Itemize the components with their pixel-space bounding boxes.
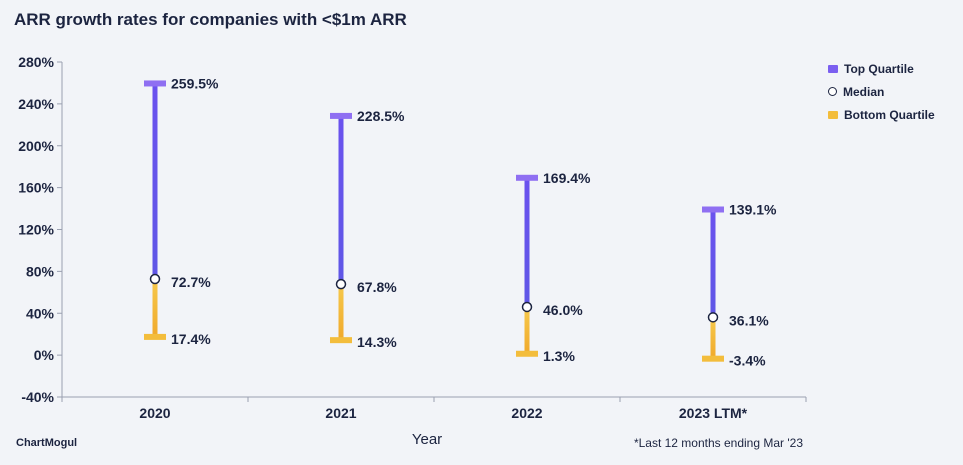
bottom-quartile-cap — [144, 333, 166, 340]
x-tick-label: 2023 LTM* — [679, 405, 748, 421]
top-quartile-cap — [330, 112, 352, 119]
legend-swatch-bottom-quartile — [828, 110, 838, 119]
chart-marks: 259.5% 72.7% 17.4% 228.5% 67.8% 14.3% 169.4% 46… — [144, 75, 777, 369]
y-tick-label: 160% — [18, 180, 54, 196]
median-label: 67.8% — [357, 279, 397, 295]
brand-logo-text: ChartMogul — [16, 437, 78, 449]
bottom-quartile-label: 14.3% — [357, 334, 397, 350]
top-quartile-label: 169.4% — [543, 170, 591, 186]
top-quartile-cap — [144, 80, 166, 87]
bottom-quartile-cap — [702, 355, 724, 362]
y-tick-label: -40% — [21, 389, 54, 405]
median-marker — [521, 301, 533, 313]
median-marker — [149, 273, 161, 285]
bottom-quartile-bar — [524, 306, 530, 354]
x-tick-label: 2021 — [325, 405, 356, 421]
y-tick-label: 200% — [18, 138, 54, 154]
top-quartile-bar — [710, 209, 716, 318]
y-tick-label: 40% — [26, 305, 55, 321]
bottom-quartile-bar — [338, 284, 344, 341]
legend-label: Bottom Quartile — [844, 107, 935, 122]
legend-item-top-quartile: Top Quartile — [828, 57, 935, 80]
median-marker — [335, 278, 347, 290]
top-quartile-label: 228.5% — [357, 108, 405, 124]
footnote: *Last 12 months ending Mar '23 — [633, 436, 803, 450]
median-label: 46.0% — [543, 302, 583, 318]
top-quartile-cap — [516, 174, 538, 181]
y-axis: 280% 240% 200% 160% 120% 80% 40% 0% -40% — [18, 54, 63, 405]
legend-marker-median — [828, 87, 837, 96]
bottom-quartile-bar — [152, 279, 158, 337]
y-tick-label: 280% — [18, 54, 54, 70]
bottom-quartile-label: 1.3% — [543, 348, 575, 364]
top-quartile-bar — [338, 115, 344, 285]
top-quartile-bar — [152, 83, 158, 280]
median-label: 72.7% — [171, 274, 211, 290]
legend-label: Median — [843, 84, 885, 99]
y-tick-label: 240% — [18, 96, 54, 112]
bottom-quartile-cap — [330, 337, 352, 344]
legend-swatch-top-quartile — [828, 64, 838, 73]
chart-title: ARR growth rates for companies with <$1m… — [14, 10, 407, 29]
bottom-quartile-label: -3.4% — [729, 353, 766, 369]
x-tick-label: 2022 — [511, 405, 542, 421]
top-quartile-label: 259.5% — [171, 75, 219, 91]
median-label: 36.1% — [729, 312, 769, 328]
bottom-quartile-bar — [710, 317, 716, 359]
y-tick-label: 120% — [18, 222, 54, 238]
top-quartile-cap — [702, 206, 724, 213]
median-marker — [707, 312, 719, 323]
legend-label: Top Quartile — [844, 61, 914, 76]
x-axis: 2020 2021 2022 2023 LTM* — [61, 396, 807, 421]
y-tick-label: 0% — [34, 347, 55, 363]
y-tick-label: 80% — [26, 263, 55, 279]
bottom-quartile-label: 17.4% — [171, 331, 211, 347]
top-quartile-bar — [524, 177, 530, 307]
legend-item-median: Median — [828, 80, 935, 103]
top-quartile-label: 139.1% — [729, 202, 777, 218]
x-axis-title: Year — [412, 431, 442, 448]
legend-item-bottom-quartile: Bottom Quartile — [828, 103, 935, 126]
chart-legend: Top Quartile Median Bottom Quartile — [828, 57, 935, 126]
x-tick-label: 2020 — [139, 405, 170, 421]
bottom-quartile-cap — [516, 350, 538, 357]
